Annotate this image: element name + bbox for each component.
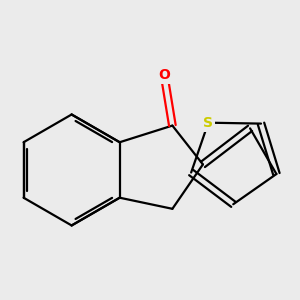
- Text: O: O: [158, 68, 170, 82]
- Text: S: S: [203, 116, 213, 130]
